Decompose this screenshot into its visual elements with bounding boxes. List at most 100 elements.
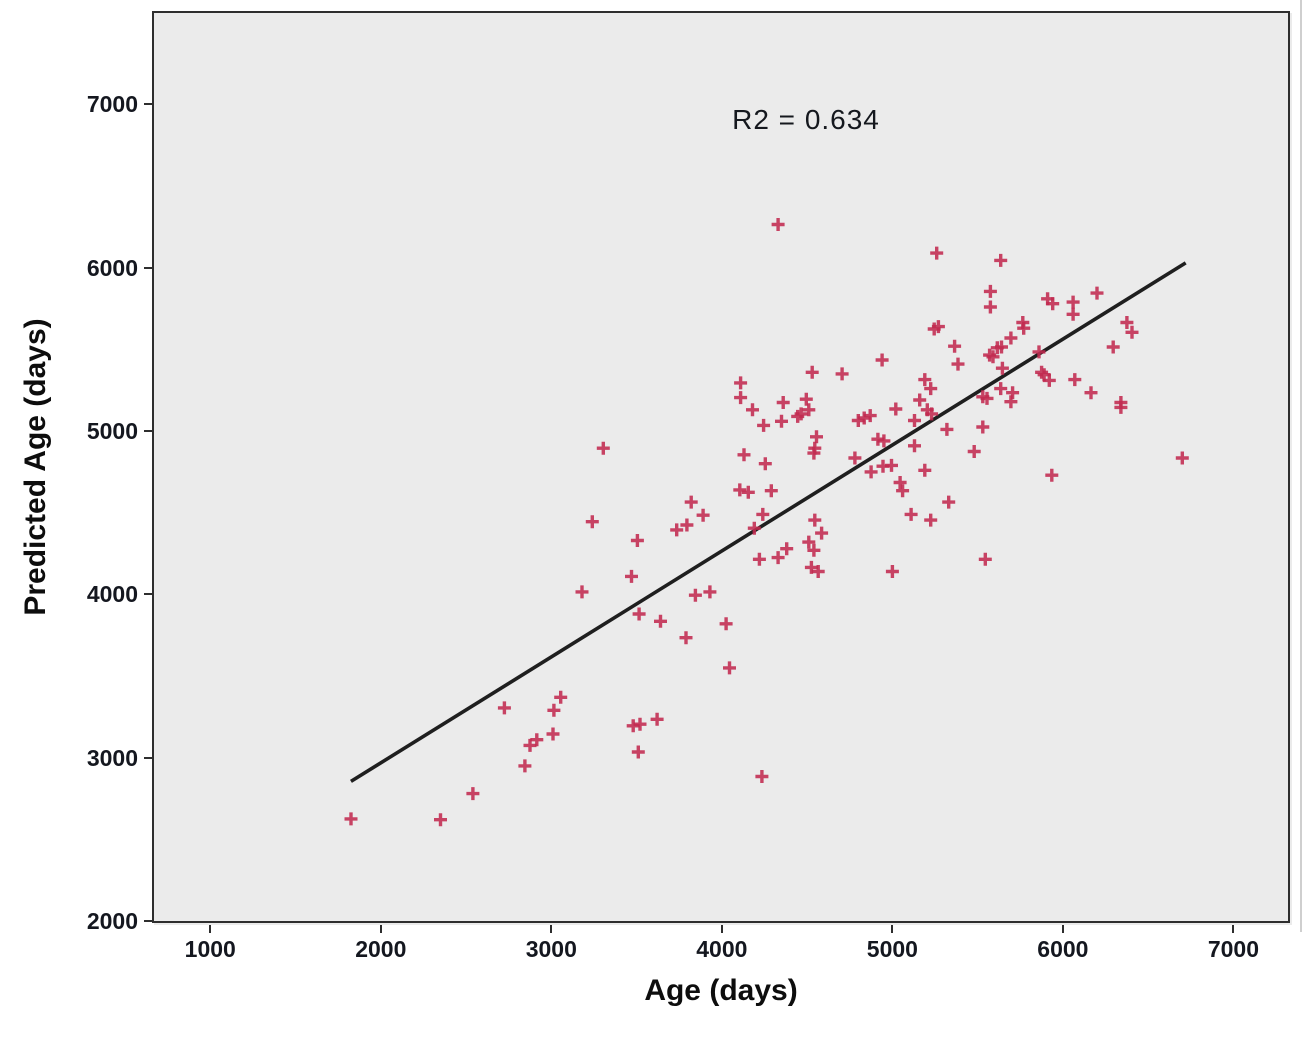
- data-point: [807, 543, 821, 557]
- data-point: [575, 585, 589, 599]
- data-point: [747, 521, 761, 535]
- y-tick-label: 3000: [86, 744, 138, 771]
- data-point: [802, 535, 816, 549]
- data-point: [723, 661, 736, 675]
- data-point: [630, 534, 644, 547]
- data-point: [523, 738, 537, 752]
- data-point: [877, 434, 891, 448]
- data-point: [497, 701, 511, 715]
- data-point: [696, 508, 710, 522]
- data-point: [596, 441, 610, 455]
- data-point: [1046, 297, 1060, 311]
- data-point: [942, 495, 956, 509]
- data-point: [811, 565, 825, 578]
- x-tick-mark: [1061, 925, 1064, 933]
- data-point: [924, 513, 938, 527]
- data-point: [554, 690, 568, 704]
- data-point: [518, 759, 532, 773]
- y-tick-mark: [144, 266, 152, 269]
- data-point: [684, 495, 698, 509]
- data-point: [986, 350, 1000, 364]
- data-point: [908, 439, 921, 453]
- fit-line: [350, 261, 1187, 783]
- data-point: [546, 727, 560, 741]
- data-point: [804, 560, 818, 574]
- data-point: [1068, 373, 1082, 387]
- data-point: [925, 407, 939, 421]
- data-point: [904, 507, 918, 521]
- data-point: [940, 422, 954, 436]
- data-point: [1035, 365, 1049, 379]
- data-point: [994, 382, 1008, 396]
- data-point: [746, 403, 759, 417]
- data-point: [815, 526, 829, 540]
- data-point: [951, 357, 965, 371]
- data-point: [835, 367, 849, 381]
- data-point: [632, 607, 646, 621]
- x-tick-label: 7000: [1207, 936, 1259, 962]
- data-point: [654, 614, 667, 628]
- data-point: [924, 382, 938, 396]
- data-point: [995, 361, 1009, 375]
- data-point: [848, 451, 862, 465]
- data-point: [1120, 316, 1134, 329]
- data-point: [808, 513, 822, 527]
- data-point: [1066, 295, 1080, 309]
- x-tick-label: 2000: [355, 936, 407, 962]
- data-point: [1090, 286, 1104, 300]
- data-point: [967, 445, 981, 458]
- x-tick-label: 6000: [1037, 936, 1089, 962]
- data-point: [758, 457, 772, 471]
- data-point: [851, 414, 865, 427]
- data-point: [752, 552, 766, 566]
- data-point: [626, 719, 640, 733]
- plot-area: R2 = 0.634: [152, 11, 1290, 923]
- data-point: [1114, 400, 1128, 414]
- data-point: [876, 459, 890, 473]
- data-point: [896, 484, 910, 498]
- data-point: [625, 569, 638, 583]
- x-tick-label: 3000: [525, 936, 577, 962]
- y-tick-mark: [144, 920, 152, 922]
- data-point: [757, 418, 771, 432]
- x-tick-label: 5000: [866, 936, 918, 962]
- data-point: [434, 813, 447, 827]
- data-point: [631, 745, 645, 759]
- data-point: [791, 409, 805, 423]
- data-point: [805, 365, 819, 379]
- data-point: [994, 253, 1008, 267]
- x-tick-mark: [550, 925, 553, 933]
- data-point: [1032, 345, 1046, 359]
- y-tick-mark: [144, 756, 152, 759]
- data-point: [1066, 307, 1080, 321]
- y-tick-mark: [144, 103, 152, 106]
- data-point: [780, 542, 794, 556]
- data-point: [737, 448, 751, 462]
- data-point: [733, 483, 747, 497]
- data-point: [893, 476, 907, 489]
- data-point: [864, 465, 878, 479]
- data-point: [799, 392, 813, 406]
- data-point: [530, 733, 544, 747]
- x-tick-label: 4000: [696, 936, 748, 962]
- data-point: [741, 485, 755, 499]
- data-point: [978, 552, 992, 566]
- data-point: [927, 322, 941, 336]
- data-point: [810, 430, 823, 444]
- data-point: [466, 787, 480, 801]
- data-point: [719, 617, 733, 631]
- data-point: [918, 373, 932, 387]
- x-tick-mark: [720, 925, 723, 933]
- data-point: [1125, 325, 1139, 339]
- data-point: [995, 340, 1008, 354]
- data-point: [976, 420, 990, 434]
- data-point: [948, 339, 962, 353]
- data-point: [1175, 451, 1189, 465]
- data-point: [775, 414, 788, 428]
- data-point: [679, 631, 693, 645]
- x-tick-mark: [1232, 925, 1235, 933]
- data-point: [670, 523, 684, 537]
- data-point: [1004, 331, 1018, 345]
- data-point: [585, 515, 599, 529]
